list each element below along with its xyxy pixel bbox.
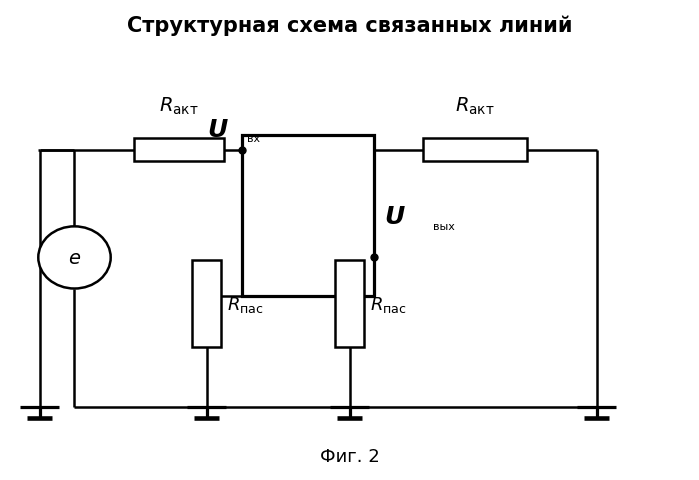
Text: $R_{\mathsf{пас}}$: $R_{\mathsf{пас}}$ <box>227 294 264 314</box>
Text: e: e <box>69 249 80 267</box>
Bar <box>423 139 527 162</box>
Text: вых: вых <box>433 221 455 231</box>
Text: $R_{\mathsf{акт}}$: $R_{\mathsf{акт}}$ <box>455 95 495 117</box>
Text: $R_{\mathsf{пас}}$: $R_{\mathsf{пас}}$ <box>370 294 406 314</box>
Text: $R_{\mathsf{акт}}$: $R_{\mathsf{акт}}$ <box>159 95 199 117</box>
Text: Фиг. 2: Фиг. 2 <box>319 447 380 465</box>
Text: вх: вх <box>247 133 260 144</box>
Text: U: U <box>384 204 405 228</box>
Circle shape <box>38 227 110 289</box>
Bar <box>192 261 222 348</box>
Bar <box>242 136 374 297</box>
Text: U: U <box>207 118 227 142</box>
Bar <box>335 261 364 348</box>
Bar <box>134 139 224 162</box>
Text: Структурная схема связанных линий: Структурная схема связанных линий <box>127 15 572 36</box>
